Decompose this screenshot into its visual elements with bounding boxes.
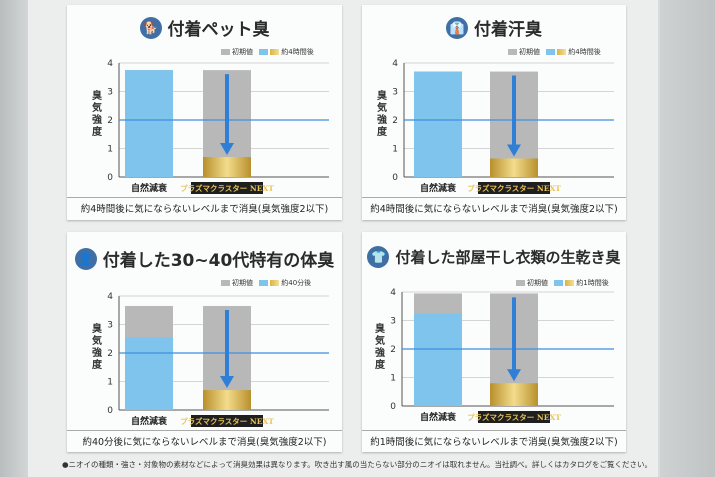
y-tick-label: 3 bbox=[390, 317, 396, 327]
category-label-plasmacluster: プラズマクラスター NEXT bbox=[467, 412, 561, 422]
bar-after-natural bbox=[414, 313, 462, 406]
y-tick-label: 2 bbox=[392, 116, 398, 126]
y-tick-label: 0 bbox=[390, 402, 396, 412]
bar-after-plasmacluster bbox=[490, 383, 538, 406]
chart-title: 👤 付着した30~40代特有の体臭 bbox=[67, 246, 342, 271]
laundry-icon: 👕 bbox=[367, 246, 390, 268]
chart-caption: 約4時間後に気にならないレベルまで消臭(臭気強度2以下) bbox=[362, 197, 626, 215]
decrease-arrow-head bbox=[220, 376, 234, 389]
y-tick-label: 1 bbox=[392, 145, 398, 155]
legend-swatch-gold bbox=[557, 49, 567, 55]
chart-legend: 初期値 約40分後 bbox=[217, 278, 311, 288]
bar-after-natural bbox=[414, 71, 462, 177]
category-label-natural: 自然減衰 bbox=[131, 182, 168, 194]
legend-swatch-initial bbox=[221, 280, 230, 286]
legend-swatch-gold bbox=[565, 280, 575, 286]
y-tick-label: 0 bbox=[107, 173, 113, 183]
chart-card-laundry-odor: 👕 付着した部屋干し衣類の生乾き臭 初期値 約1時間後 臭気強度 0 1 2 3 4 自然減… bbox=[362, 232, 626, 452]
legend-swatch-after bbox=[546, 49, 556, 55]
category-label-natural: 自然減衰 bbox=[420, 411, 457, 423]
chart-legend: 初期値 約1時間後 bbox=[512, 278, 609, 288]
bar-chart: 0 1 2 3 4 自然減衰 プラズマクラスター NEXT bbox=[107, 292, 329, 427]
y-tick-label: 3 bbox=[107, 88, 113, 98]
category-label-plasmacluster: プラズマクラスター NEXT bbox=[467, 183, 561, 193]
chart-card-pet-odor: 🐕 付着ペット臭 初期値 約4時間後 臭気強度 0 1 2 3 4 自然減衰 プラズマクラスタ… bbox=[67, 5, 342, 220]
chart-legend: 初期値 約4時間後 bbox=[504, 47, 601, 57]
brand-badge bbox=[478, 182, 550, 194]
bar-after-natural bbox=[125, 70, 173, 177]
chart-card-sweat-odor: 👔 付着汗臭 初期値 約4時間後 臭気強度 0 1 2 3 4 自然減衰 プラズマクラスター … bbox=[362, 5, 626, 220]
y-tick-label: 4 bbox=[390, 288, 396, 298]
y-tick-label: 0 bbox=[392, 173, 398, 183]
footnote: ●ニオイの種類・強さ・対象物の素材などによって消臭効果は異なります。吹き出す風の… bbox=[62, 460, 652, 469]
y-axis-label: 臭気強度 bbox=[377, 91, 387, 138]
bar-after-plasmacluster bbox=[203, 390, 251, 410]
chart-card-body-odor: 👤 付着した30~40代特有の体臭 初期値 約40分後 臭気強度 0 1 2 3 4 自然減… bbox=[67, 232, 342, 452]
bar-after-natural bbox=[125, 337, 173, 410]
legend-swatch-gold bbox=[270, 49, 280, 55]
decrease-arrow-head bbox=[507, 144, 521, 157]
chart-caption: 約40分後に気にならないレベルまで消臭(臭気強度2以下) bbox=[67, 430, 342, 448]
y-tick-label: 3 bbox=[107, 321, 113, 331]
y-tick-label: 3 bbox=[392, 88, 398, 98]
category-label-natural: 自然減衰 bbox=[420, 182, 457, 194]
legend-swatch-initial bbox=[221, 49, 230, 55]
y-tick-label: 2 bbox=[390, 345, 396, 355]
pet-icon: 🐕 bbox=[139, 16, 162, 39]
y-axis-label: 臭気強度 bbox=[92, 91, 102, 138]
y-tick-label: 1 bbox=[390, 374, 396, 384]
category-label-plasmacluster: プラズマクラスター NEXT bbox=[180, 416, 274, 426]
chart-title: 👕 付着した部屋干し衣類の生乾き臭 bbox=[362, 246, 626, 268]
wall-right bbox=[660, 0, 715, 477]
y-tick-label: 1 bbox=[107, 378, 113, 388]
y-tick-label: 4 bbox=[392, 59, 398, 69]
chart-title: 🐕 付着ペット臭 bbox=[67, 15, 342, 40]
bar-after-plasmacluster bbox=[203, 157, 251, 177]
wall-left bbox=[0, 0, 28, 477]
brand-badge bbox=[191, 182, 263, 194]
bar-chart: 0 1 2 3 4 自然減衰 プラズマクラスター NEXT bbox=[107, 59, 329, 194]
chart-legend: 初期値 約4時間後 bbox=[217, 47, 314, 57]
y-tick-label: 4 bbox=[107, 292, 113, 302]
bar-after-plasmacluster bbox=[490, 158, 538, 177]
shirt-icon: 👔 bbox=[446, 16, 468, 39]
y-tick-label: 0 bbox=[107, 406, 113, 416]
bar-chart: 0 1 2 3 4 自然減衰 プラズマクラスター NEXT bbox=[390, 288, 614, 423]
person-icon: 👤 bbox=[74, 247, 97, 270]
legend-swatch-after bbox=[259, 280, 269, 286]
bar-chart: 0 1 2 3 4 自然減衰 プラズマクラスター NEXT bbox=[392, 59, 614, 194]
legend-swatch-after bbox=[259, 49, 269, 55]
y-axis-label: 臭気強度 bbox=[375, 324, 385, 371]
legend-swatch-initial bbox=[516, 280, 525, 286]
y-tick-label: 2 bbox=[107, 349, 113, 359]
chart-caption: 約1時間後に気にならないレベルまで消臭(臭気強度2以下) bbox=[362, 430, 626, 448]
y-axis-label: 臭気強度 bbox=[92, 324, 102, 371]
legend-swatch-initial bbox=[508, 49, 517, 55]
chart-title: 👔 付着汗臭 bbox=[362, 15, 626, 40]
chart-caption: 約4時間後に気にならないレベルまで消臭(臭気強度2以下) bbox=[67, 197, 342, 215]
decrease-arrow-head bbox=[507, 369, 521, 382]
y-tick-label: 2 bbox=[107, 116, 113, 126]
category-label-plasmacluster: プラズマクラスター NEXT bbox=[180, 183, 274, 193]
y-tick-label: 1 bbox=[107, 145, 113, 155]
category-label-natural: 自然減衰 bbox=[131, 415, 168, 427]
brand-badge bbox=[191, 415, 263, 427]
decrease-arrow-head bbox=[220, 143, 234, 156]
brand-badge bbox=[478, 411, 550, 423]
legend-swatch-after bbox=[554, 280, 564, 286]
y-tick-label: 4 bbox=[107, 59, 113, 69]
legend-swatch-gold bbox=[270, 280, 280, 286]
